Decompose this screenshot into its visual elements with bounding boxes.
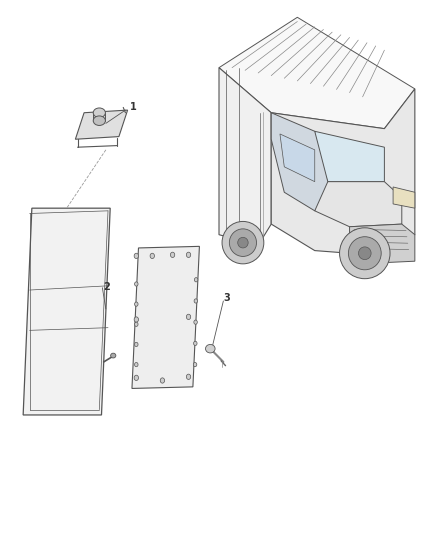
Ellipse shape — [348, 237, 381, 270]
Polygon shape — [350, 224, 415, 264]
Circle shape — [134, 322, 138, 326]
Ellipse shape — [93, 108, 106, 117]
Ellipse shape — [111, 353, 116, 358]
Polygon shape — [280, 134, 315, 182]
Ellipse shape — [238, 237, 248, 248]
Circle shape — [193, 362, 197, 367]
Circle shape — [150, 253, 155, 259]
Ellipse shape — [222, 221, 264, 264]
Polygon shape — [315, 131, 385, 182]
Polygon shape — [271, 89, 415, 256]
Polygon shape — [132, 246, 199, 389]
Text: 2: 2 — [104, 281, 110, 292]
Circle shape — [194, 299, 198, 303]
Polygon shape — [219, 68, 271, 245]
Circle shape — [134, 317, 138, 322]
Text: 3: 3 — [223, 293, 230, 303]
Text: 1: 1 — [130, 102, 137, 112]
Circle shape — [186, 314, 191, 319]
Polygon shape — [315, 182, 402, 227]
Circle shape — [134, 375, 138, 381]
Circle shape — [194, 341, 197, 345]
Ellipse shape — [358, 247, 371, 260]
Circle shape — [186, 374, 191, 379]
Circle shape — [160, 378, 165, 383]
Circle shape — [134, 362, 138, 367]
Ellipse shape — [93, 116, 106, 125]
Circle shape — [194, 320, 198, 324]
Circle shape — [194, 278, 198, 282]
Ellipse shape — [339, 228, 390, 279]
Circle shape — [134, 282, 138, 286]
Polygon shape — [271, 113, 328, 211]
Circle shape — [134, 253, 138, 259]
Polygon shape — [393, 187, 415, 208]
Circle shape — [186, 252, 191, 257]
Ellipse shape — [230, 229, 257, 256]
Circle shape — [170, 252, 175, 257]
Ellipse shape — [205, 344, 215, 353]
Polygon shape — [75, 110, 127, 139]
Circle shape — [134, 342, 138, 346]
Polygon shape — [219, 17, 415, 128]
Polygon shape — [23, 208, 110, 415]
Circle shape — [134, 302, 138, 306]
